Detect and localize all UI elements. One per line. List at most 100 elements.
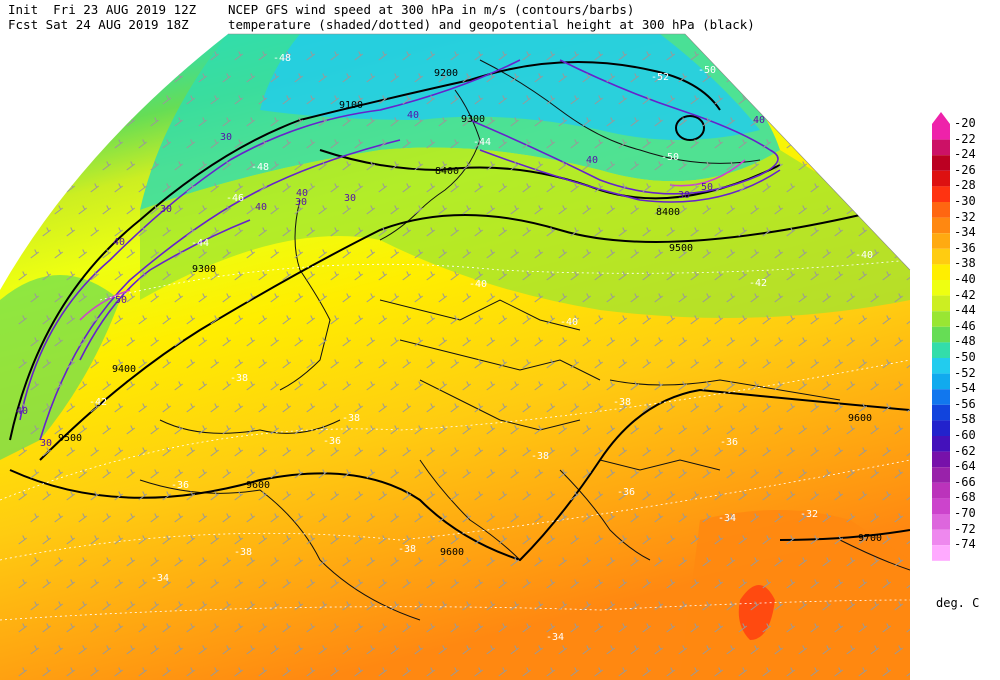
wind-barb <box>42 535 52 545</box>
wind-barb <box>834 359 844 369</box>
wind-barb <box>414 293 424 303</box>
wind-barb <box>282 95 292 105</box>
wind-barb <box>714 491 724 501</box>
wind-barb <box>342 337 352 347</box>
wind-barb <box>90 183 100 193</box>
wind-barb <box>366 425 376 435</box>
wind-barb <box>378 447 388 457</box>
legend-swatch <box>932 467 950 483</box>
wind-barb <box>102 513 112 523</box>
wind-barb <box>726 425 736 435</box>
wind-barb <box>318 469 328 479</box>
wind-label: 30 <box>344 193 356 204</box>
wind-barb <box>642 227 652 237</box>
wind-barb <box>774 205 784 215</box>
wind-barb <box>618 51 628 61</box>
wind-barb <box>30 161 40 171</box>
wind-barb <box>330 491 340 501</box>
wind-barb <box>546 271 556 281</box>
wind-barb <box>294 469 304 479</box>
wind-barb <box>42 183 52 193</box>
legend-label: -30 <box>954 194 976 208</box>
wind-barb <box>606 381 616 391</box>
wind-barb <box>342 425 352 435</box>
wind-barb <box>210 271 220 281</box>
wind-barb <box>678 381 688 391</box>
wind-barb <box>414 249 424 259</box>
legend-label: -50 <box>954 350 976 364</box>
wind-barb <box>654 249 664 259</box>
wind-barb <box>30 645 40 655</box>
wind-barb <box>594 579 604 589</box>
wind-barb <box>150 293 160 303</box>
wind-barb <box>234 447 244 457</box>
wind-barb <box>534 381 544 391</box>
wind-barb <box>66 403 76 413</box>
wind-barb <box>882 95 892 105</box>
wind-barb <box>510 425 520 435</box>
wind-barb <box>882 403 892 413</box>
temperature-label: -42 <box>89 397 107 408</box>
wind-barb <box>54 337 64 347</box>
wind-barb <box>606 337 616 347</box>
wind-barb <box>834 447 844 457</box>
wind-barb <box>270 513 280 523</box>
wind-barb <box>126 513 136 523</box>
wind-barb <box>246 513 256 523</box>
wind-barb <box>198 117 208 127</box>
wind-barb <box>534 645 544 655</box>
wind-barb <box>870 557 880 567</box>
wind-barb <box>426 183 436 193</box>
legend-label: -68 <box>954 490 976 505</box>
wind-barb <box>174 513 184 523</box>
wind-barb <box>882 667 892 677</box>
wind-barb <box>102 117 112 127</box>
wind-barb <box>618 271 628 281</box>
wind-barb <box>906 51 910 61</box>
wind-barb <box>306 271 316 281</box>
wind-barb <box>462 249 472 259</box>
wind-barb <box>510 601 520 611</box>
wind-barb <box>570 579 580 589</box>
wind-barb <box>834 315 844 325</box>
wind-barb <box>654 469 664 479</box>
wind-barb <box>402 579 412 589</box>
wind-barb <box>498 535 508 545</box>
wind-barb <box>678 645 688 655</box>
wind-barb <box>378 359 388 369</box>
wind-barb <box>714 139 724 149</box>
wind-barb <box>150 205 160 215</box>
wind-barb <box>858 491 868 501</box>
wind-barb <box>234 315 244 325</box>
wind-barb <box>378 667 388 677</box>
wind-barb <box>834 95 844 105</box>
wind-barb <box>702 381 712 391</box>
wind-barb <box>834 139 844 149</box>
wind-barb <box>210 491 220 501</box>
wind-barb <box>558 513 568 523</box>
wind-barb <box>18 139 28 149</box>
wind-barb <box>414 205 424 215</box>
wind-barb <box>474 491 484 501</box>
wind-barb <box>210 227 220 237</box>
wind-barb <box>90 359 100 369</box>
wind-barb <box>342 469 352 479</box>
wind-barb <box>810 579 820 589</box>
wind-barb <box>762 447 772 457</box>
wind-barb <box>54 117 64 127</box>
wind-barb <box>906 403 910 413</box>
wind-barb <box>246 557 256 567</box>
wind-barb <box>810 51 820 61</box>
wind-barb <box>306 623 316 633</box>
wind-barb <box>342 161 352 171</box>
wind-barb <box>894 381 904 391</box>
wind-barb <box>246 601 256 611</box>
wind-barb <box>870 337 880 347</box>
wind-barb <box>30 425 40 435</box>
wind-barb <box>810 623 820 633</box>
wind-barb <box>882 271 892 281</box>
wind-barb <box>558 381 568 391</box>
wind-50-contour <box>669 159 746 187</box>
legend-swatch <box>932 451 950 468</box>
wind-barb <box>150 73 160 83</box>
